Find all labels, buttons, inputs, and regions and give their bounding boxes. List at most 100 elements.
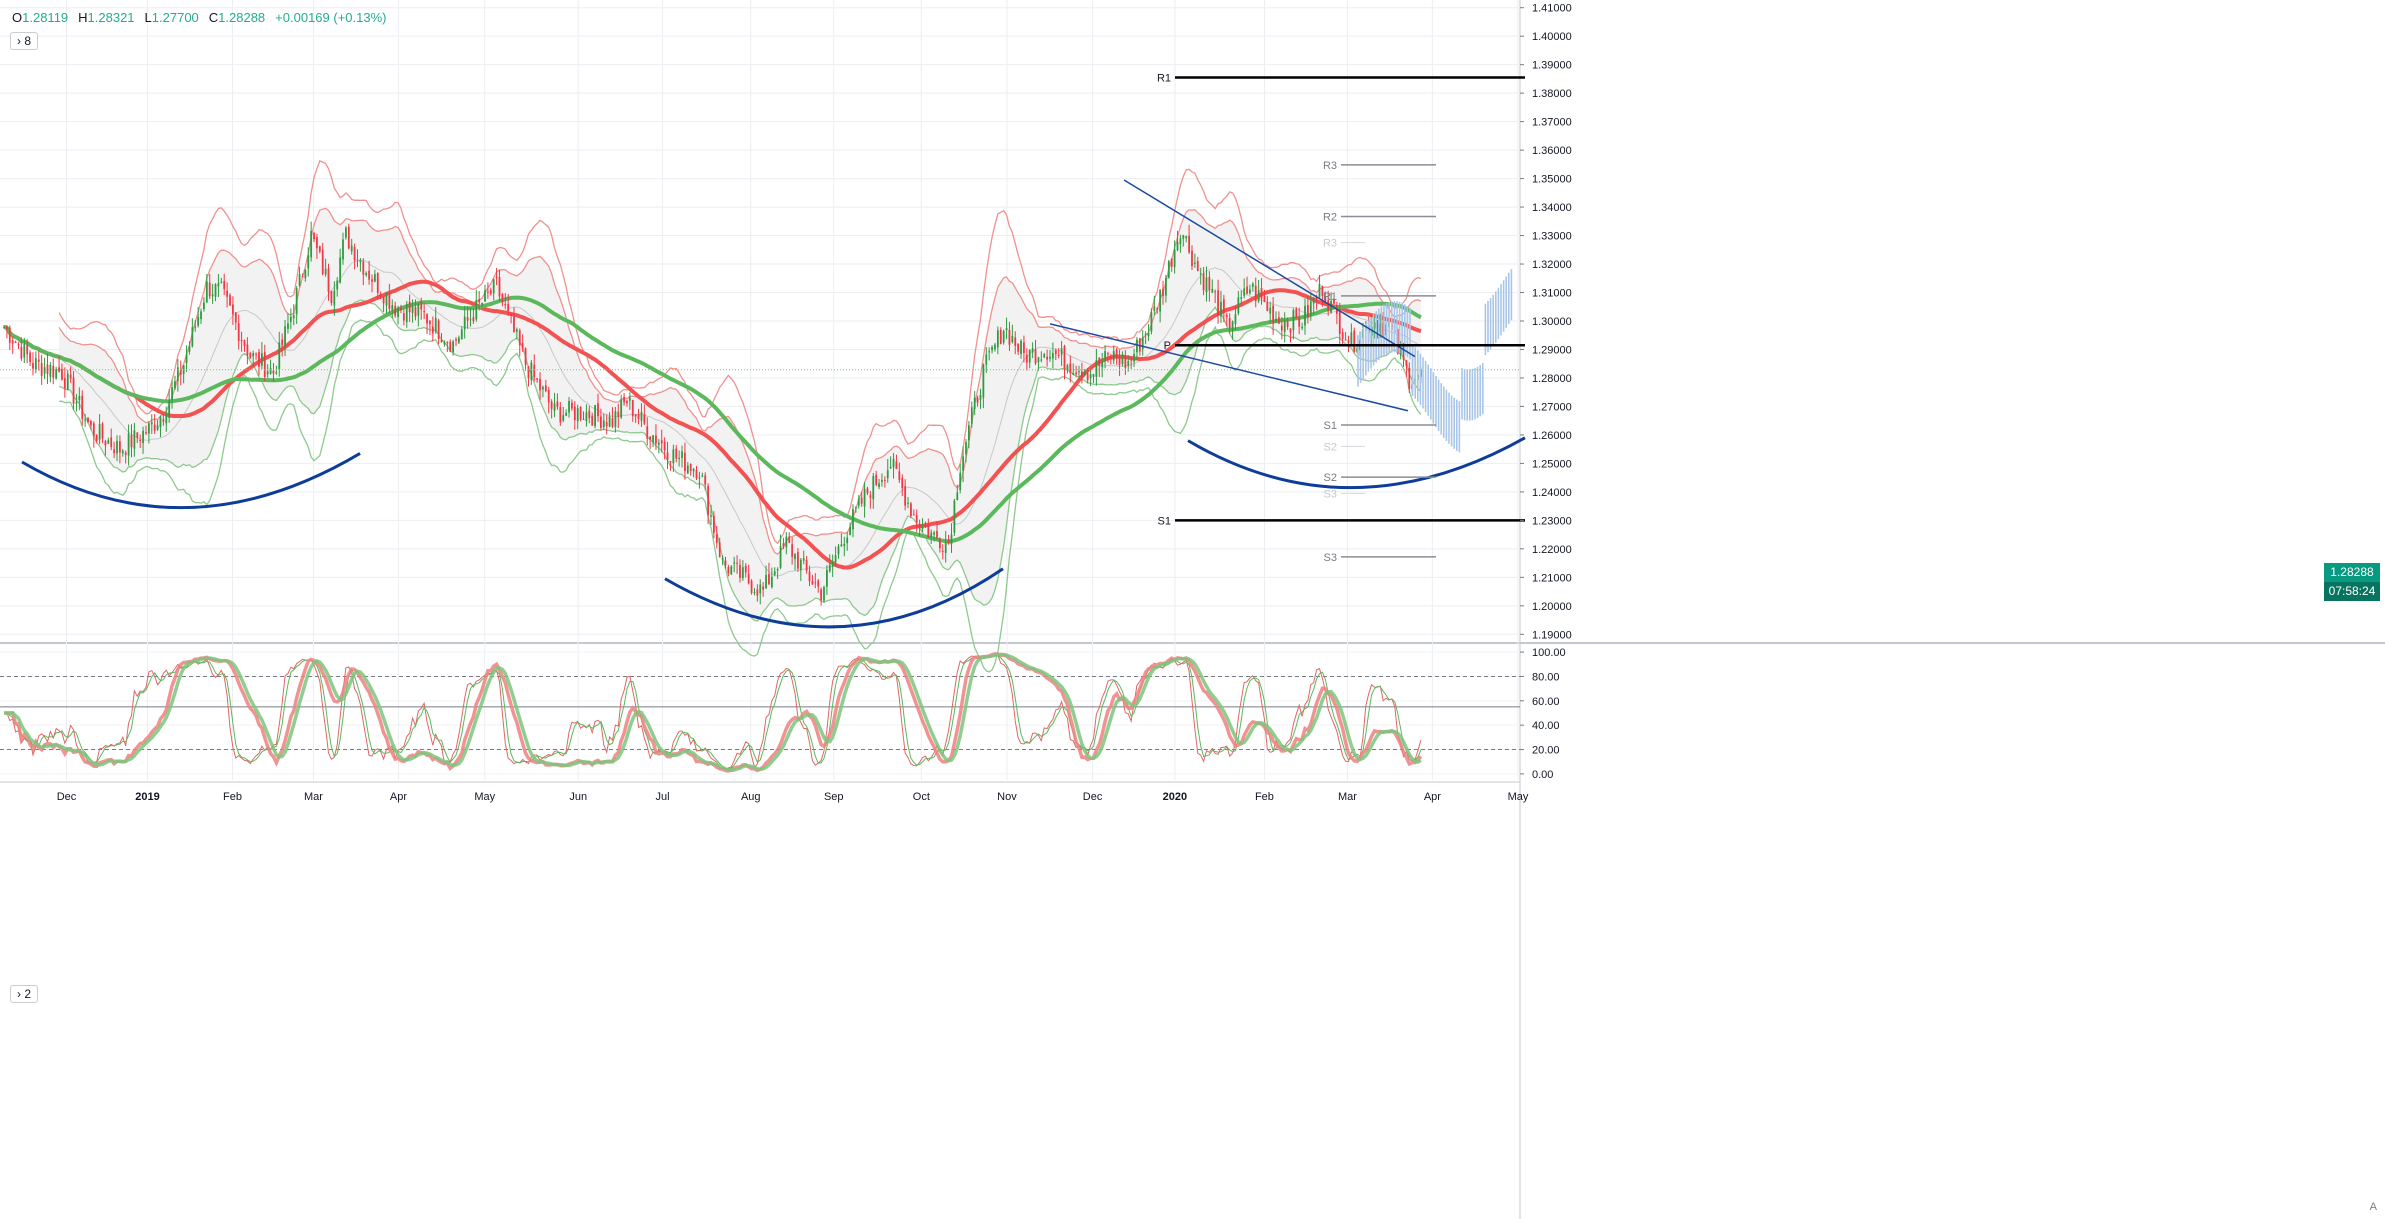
candle-body — [382, 297, 385, 304]
candle-body — [1069, 363, 1072, 374]
candle-body — [362, 261, 365, 275]
last-price-tag: 1.28288 — [2324, 563, 2380, 582]
candle-body — [1165, 277, 1167, 296]
candle-body — [272, 370, 275, 374]
candle-body — [1324, 296, 1327, 302]
pane2-count: 2 — [24, 987, 32, 1001]
candle-body — [324, 268, 327, 275]
candle-body — [466, 317, 469, 321]
candle-body — [1020, 340, 1022, 355]
candle-body — [539, 378, 541, 391]
low-label: L — [144, 10, 152, 25]
ma-50-line — [3, 279, 1422, 570]
candle-body — [504, 304, 507, 306]
x-tick-label: Jun — [569, 791, 587, 803]
candle-body — [660, 440, 663, 444]
candle-body — [886, 470, 889, 479]
candle-body — [203, 302, 205, 310]
candle-body — [1373, 322, 1376, 329]
candle-body — [1286, 320, 1289, 327]
candle-body — [1278, 317, 1280, 324]
candle-body — [469, 318, 472, 320]
candle-body — [1167, 261, 1170, 278]
candle-body — [429, 320, 431, 325]
candle-body — [405, 304, 408, 323]
candle-body — [385, 292, 388, 306]
candle-body — [292, 315, 295, 319]
candle-body — [223, 280, 226, 290]
candle-body — [579, 406, 582, 420]
auto-scale-button[interactable]: A — [2369, 1201, 2377, 1213]
ohlc-legend: O1.28119 H1.28321 L1.27700 C1.28288 +0.0… — [12, 10, 386, 25]
candle-body — [631, 399, 634, 417]
candle-body — [8, 327, 11, 343]
pane2-toggle-button[interactable]: › 2 — [10, 985, 39, 1003]
candle-body — [347, 226, 350, 249]
candle-body — [301, 276, 304, 278]
candle-body — [400, 307, 402, 311]
candle-body — [1037, 357, 1040, 363]
candle-body — [495, 276, 498, 279]
candle-body — [1049, 356, 1051, 359]
candle-body — [37, 359, 40, 362]
candle-body — [542, 387, 544, 390]
y-tick-label: 1.22000 — [1532, 544, 1572, 556]
candle-body — [785, 536, 788, 548]
candle-body — [826, 569, 828, 587]
candle-body — [712, 515, 715, 533]
candle-body — [996, 330, 999, 348]
candle-body — [724, 560, 727, 566]
candle-body — [678, 457, 681, 459]
candle-body — [675, 448, 678, 459]
candle-body — [1292, 310, 1295, 331]
candle-body — [692, 468, 695, 472]
candle-body — [423, 311, 426, 313]
x-tick-label: Dec — [57, 791, 77, 803]
candle-body — [486, 291, 489, 293]
candle-body — [944, 542, 947, 554]
candle-body — [174, 381, 176, 389]
stochastic-pane[interactable] — [0, 652, 1520, 773]
bollinger-fill — [59, 208, 1421, 622]
candle-body — [14, 341, 17, 343]
candle-body — [87, 417, 89, 423]
candle-body — [1043, 354, 1046, 358]
candle-body — [69, 374, 72, 379]
x-tick-label: May — [474, 791, 495, 803]
candle-body — [208, 282, 211, 297]
main-pane[interactable]: R1 P S1 R3 R2 R1 S1 S2 S3 R3 S2 S3 — [0, 72, 1526, 673]
candle-body — [1272, 305, 1275, 324]
candle-body — [249, 353, 252, 358]
candle-body — [869, 495, 872, 498]
candle-body — [142, 430, 144, 444]
candle-body — [849, 526, 851, 535]
candle-body — [1208, 276, 1211, 291]
candle-body — [339, 257, 342, 283]
candle-body — [1052, 353, 1054, 359]
candle-body — [744, 565, 747, 573]
candle-body — [350, 245, 353, 252]
candle-body — [1072, 373, 1075, 375]
candle-body — [831, 562, 834, 567]
candle-body — [23, 343, 26, 358]
x-tick-label: May — [1508, 791, 1529, 803]
candle-body — [1225, 314, 1228, 317]
candle-body — [1353, 330, 1356, 352]
candle-body — [484, 290, 486, 302]
candle-body — [544, 385, 547, 392]
pane1-toggle-button[interactable]: › 8 — [10, 32, 39, 50]
candle-body — [611, 418, 614, 427]
candle-body — [431, 326, 434, 334]
candle-body — [240, 340, 243, 342]
candle-body — [1269, 307, 1272, 314]
stoch-fast-k — [4, 654, 1422, 770]
candle-body — [657, 442, 660, 445]
candle-body — [883, 479, 886, 481]
y-tick-label: 1.21000 — [1532, 572, 1572, 584]
candle-body — [1182, 235, 1185, 239]
candle-body — [669, 460, 672, 463]
candle-body — [1211, 288, 1214, 293]
candle-body — [1098, 357, 1101, 366]
